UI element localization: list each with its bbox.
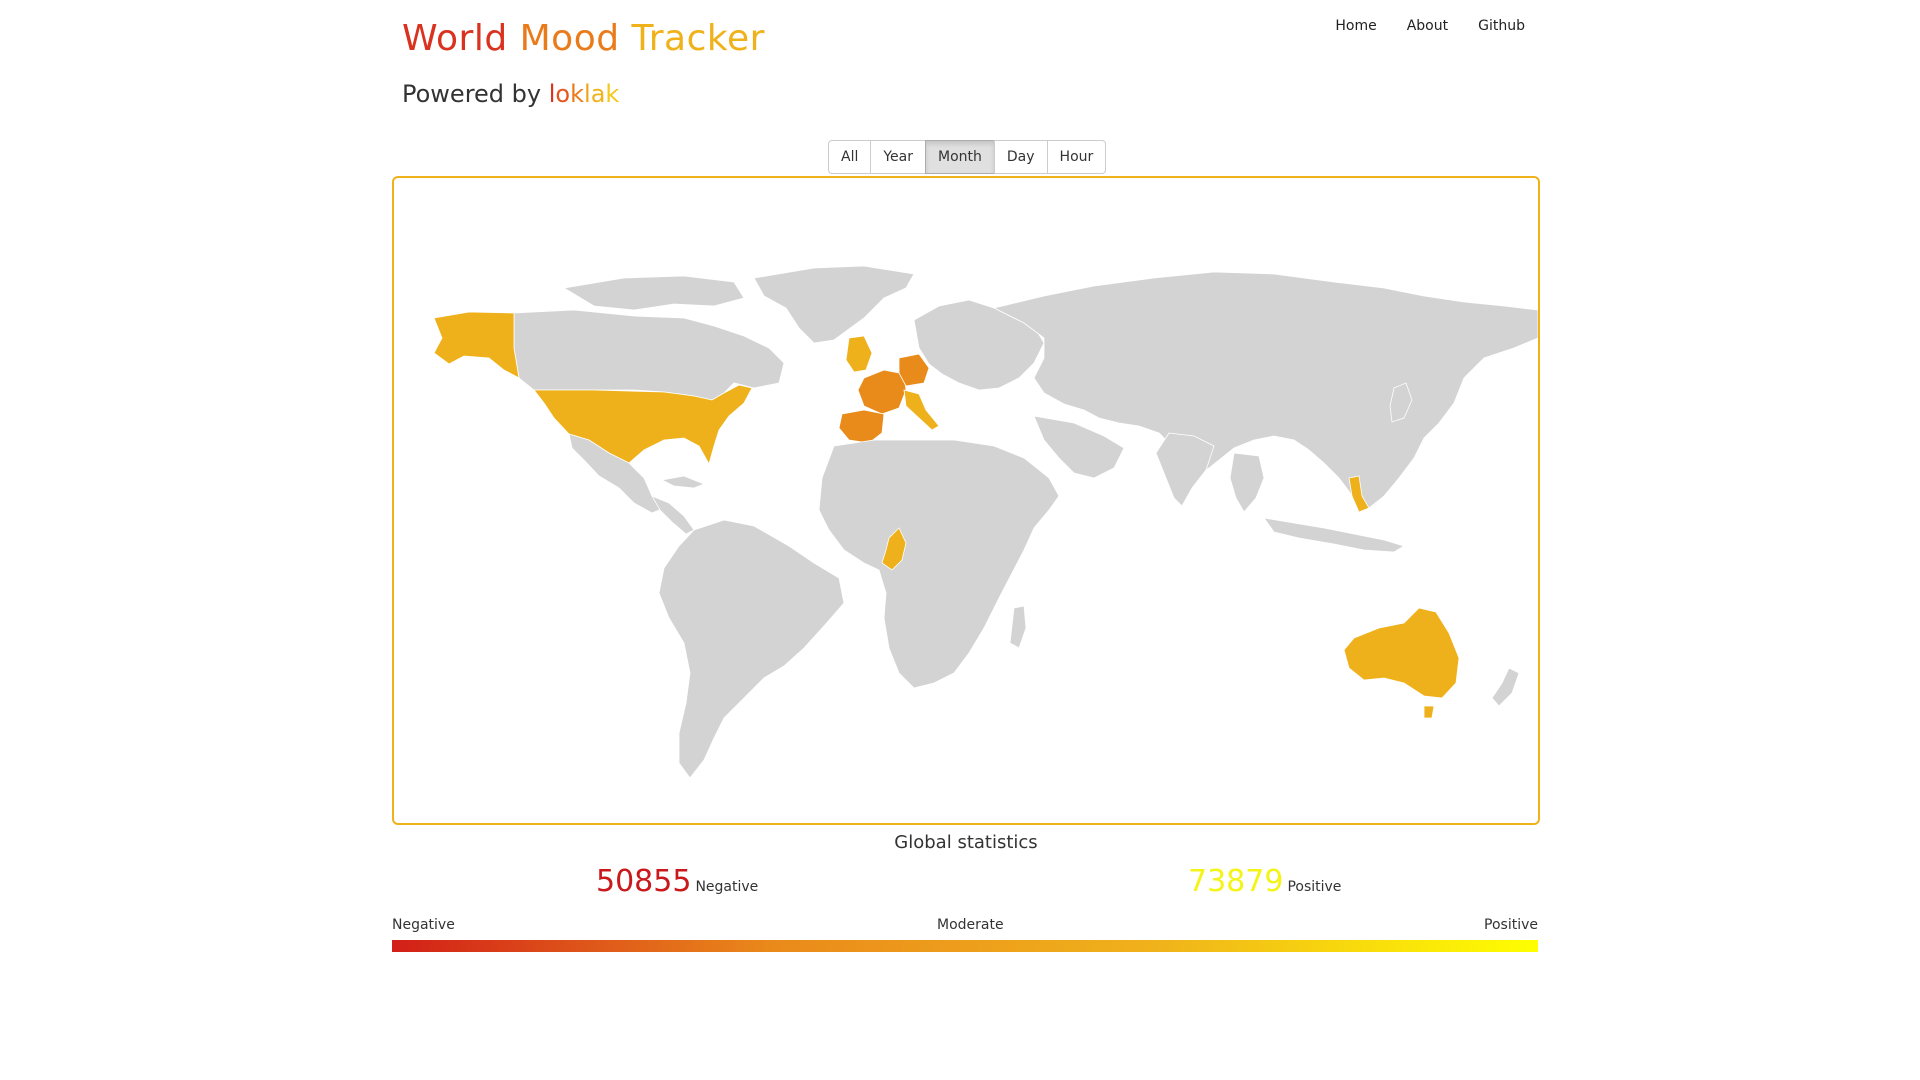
map-mexico[interactable]: [568, 433, 665, 514]
map-africa[interactable]: [818, 439, 1060, 689]
map-europe[interactable]: [913, 299, 1045, 391]
map-usa[interactable]: [533, 384, 753, 466]
top-nav: Home About Github: [1320, 16, 1532, 36]
map-india[interactable]: [1155, 432, 1215, 507]
period-all-button[interactable]: All: [828, 140, 872, 174]
map-greenland[interactable]: [753, 265, 915, 344]
map-madagascar[interactable]: [1009, 605, 1027, 649]
map-central-america[interactable]: [651, 495, 695, 535]
map-italy[interactable]: [903, 389, 940, 431]
title-word-3: Tracker: [631, 18, 765, 59]
nav-home-link[interactable]: Home: [1335, 18, 1377, 34]
map-tasmania[interactable]: [1423, 705, 1435, 719]
map-cameroon[interactable]: [881, 527, 907, 571]
map-france[interactable]: [857, 369, 907, 415]
positive-stat: 73879 Positive: [1188, 864, 1341, 899]
map-southeast-asia[interactable]: [1229, 452, 1265, 513]
title-word-1: World: [402, 18, 508, 59]
subtitle: Powered by loklak: [402, 80, 619, 108]
map-south-america[interactable]: [658, 519, 845, 779]
world-map[interactable]: [392, 176, 1540, 825]
negative-count-label: Negative: [695, 879, 759, 895]
map-new-zealand[interactable]: [1491, 667, 1520, 707]
map-australia[interactable]: [1343, 607, 1460, 699]
map-arctic-islands[interactable]: [562, 275, 745, 311]
nav-about-link[interactable]: About: [1406, 18, 1449, 34]
brand-letter: o: [555, 80, 571, 108]
period-selector: All Year Month Day Hour: [828, 140, 1107, 174]
legend-negative-label: Negative: [392, 917, 455, 933]
subtitle-prefix: Powered by: [402, 80, 542, 108]
positive-count: 73879: [1188, 864, 1284, 899]
title-word-2: Mood: [519, 18, 620, 59]
brand-letter: l: [584, 80, 591, 108]
map-japan[interactable]: [1389, 382, 1413, 423]
legend-moderate-label: Moderate: [937, 917, 1004, 933]
map-indonesia[interactable]: [1263, 517, 1405, 553]
negative-count: 50855: [596, 864, 692, 899]
map-cuba[interactable]: [660, 475, 706, 489]
legend-positive-label: Positive: [1484, 917, 1538, 933]
map-arabia[interactable]: [1033, 415, 1125, 479]
global-statistics-title: Global statistics: [894, 832, 1038, 853]
period-hour-button[interactable]: Hour: [1046, 140, 1107, 174]
map-philippines[interactable]: [1348, 475, 1370, 513]
map-uk[interactable]: [845, 335, 873, 373]
map-germany[interactable]: [898, 353, 930, 387]
period-day-button[interactable]: Day: [993, 140, 1048, 174]
brand-letter: k: [570, 80, 585, 108]
brand-letter: l: [548, 80, 556, 108]
negative-stat: 50855 Negative: [596, 864, 758, 899]
period-year-button[interactable]: Year: [870, 140, 926, 174]
period-month-button[interactable]: Month: [925, 140, 995, 174]
positive-count-label: Positive: [1287, 879, 1342, 895]
brand-letter: k: [605, 80, 620, 108]
map-alaska[interactable]: [433, 311, 520, 379]
brand-name: loklak: [549, 80, 620, 108]
nav-github-link[interactable]: Github: [1478, 18, 1525, 34]
brand-letter: a: [590, 80, 606, 108]
world-map-svg[interactable]: [394, 178, 1538, 823]
map-spain[interactable]: [838, 409, 885, 444]
app-title: World Mood Tracker: [402, 18, 765, 59]
mood-gradient-bar: [392, 940, 1538, 952]
page: World Mood Tracker Powered by loklak Hom…: [392, 0, 1540, 1080]
